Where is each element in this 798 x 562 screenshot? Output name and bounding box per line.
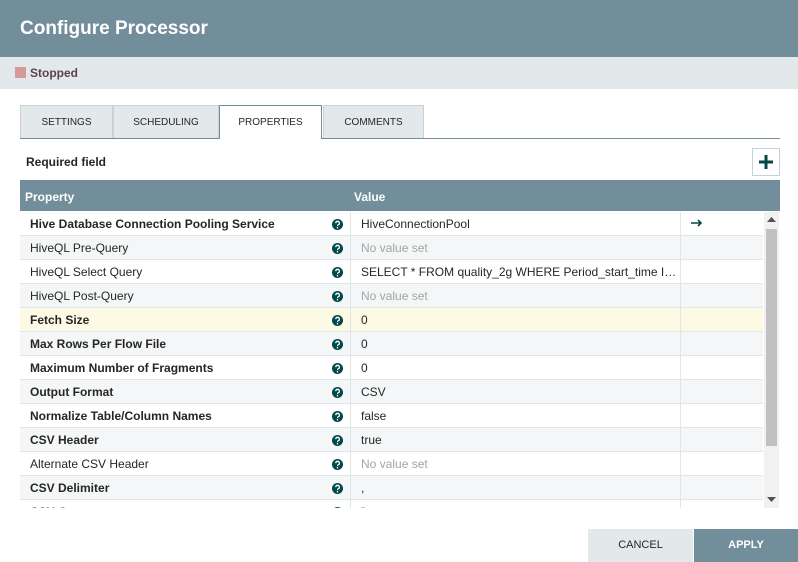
divider (350, 212, 351, 236)
header: Configure Processor (0, 0, 798, 57)
scrollbar (764, 212, 779, 508)
property-name: Hive Database Connection Pooling Service (30, 217, 275, 231)
divider (680, 500, 681, 508)
property-name: Max Rows Per Flow File (30, 337, 167, 351)
divider (350, 308, 351, 332)
divider (680, 284, 681, 308)
title: Configure Processor (20, 18, 208, 39)
property-value[interactable]: CSV (361, 385, 386, 399)
property-row[interactable]: Output Format CSV (20, 380, 763, 404)
help-icon[interactable] (332, 411, 343, 422)
add-button[interactable] (752, 148, 780, 176)
divider (350, 284, 351, 308)
property-value[interactable]: 0 (361, 361, 368, 375)
property-value[interactable]: No value set (361, 289, 428, 303)
help-icon[interactable] (332, 291, 343, 302)
property-row[interactable]: CSV Quote " (20, 500, 763, 508)
divider (680, 236, 681, 260)
property-row[interactable]: Fetch Size 0 (20, 308, 763, 332)
status: Stopped (30, 66, 78, 80)
divider (680, 308, 681, 332)
help-icon[interactable] (332, 435, 343, 446)
apply-button[interactable]: APPLY (694, 529, 798, 562)
property-row[interactable]: CSV Delimiter, (20, 476, 763, 500)
required-label: Required field (26, 155, 107, 169)
property-value[interactable]: No value set (361, 241, 428, 255)
property-value[interactable]: HiveConnectionPool (361, 217, 470, 231)
rows: Hive Database Connection Pooling Service… (20, 212, 763, 508)
help-icon[interactable] (332, 267, 343, 278)
property-row[interactable]: Maximum Number of Fragments 0 (20, 356, 763, 380)
property-name: HiveQL Select Query (30, 265, 143, 279)
property-name: Output Format (30, 385, 114, 399)
property-value[interactable]: No value set (361, 457, 428, 471)
help-icon[interactable] (332, 363, 343, 374)
tabs: SETTINGS SCHEDULING PROPERTIES COMMENTS (20, 105, 780, 139)
property-row[interactable]: HiveQL Pre-Query No value set (20, 236, 763, 260)
help-icon[interactable] (332, 315, 343, 326)
help-icon[interactable] (332, 507, 343, 508)
help-icon[interactable] (332, 483, 343, 494)
status-icon (15, 67, 26, 78)
status-bar: Stopped (0, 57, 798, 89)
divider (680, 212, 681, 236)
property-name: Maximum Number of Fragments (30, 361, 214, 375)
divider (680, 404, 681, 428)
divider (680, 452, 681, 476)
property-name: HiveQL Pre-Query (30, 241, 129, 255)
divider (680, 380, 681, 404)
divider (350, 380, 351, 404)
help-icon[interactable] (332, 243, 343, 254)
divider (350, 428, 351, 452)
property-row[interactable]: CSV Header true (20, 428, 763, 452)
property-row[interactable]: Normalize Table/Column Names false (20, 404, 763, 428)
property-value[interactable]: true (361, 433, 382, 447)
property-value[interactable]: 0 (361, 313, 368, 327)
property-value[interactable]: " (361, 505, 679, 508)
property-value[interactable]: 0 (361, 337, 368, 351)
property-value[interactable]: , (361, 481, 365, 495)
property-name: Normalize Table/Column Names (30, 409, 212, 423)
property-row[interactable]: HiveQL Post-Query No value set (20, 284, 763, 308)
divider (680, 476, 681, 500)
cancel-button[interactable]: CANCEL (588, 529, 693, 562)
divider (680, 428, 681, 452)
goto-arrow[interactable] (690, 218, 704, 228)
help-icon[interactable] (332, 219, 343, 230)
tab[interactable]: SCHEDULING (113, 105, 219, 138)
tab[interactable]: COMMENTS (323, 105, 424, 138)
column-header: Value (354, 190, 386, 204)
property-name: CSV Header (30, 433, 99, 447)
divider (680, 332, 681, 356)
tab[interactable]: SETTINGS (20, 105, 113, 138)
tab[interactable]: PROPERTIES (219, 105, 322, 139)
divider (350, 500, 351, 508)
property-name: CSV Delimiter (30, 481, 110, 495)
property-row[interactable]: Max Rows Per Flow File 0 (20, 332, 763, 356)
divider (680, 260, 681, 284)
divider (350, 260, 351, 284)
table-header: Property Value (20, 180, 780, 211)
column-header: Property (25, 190, 75, 204)
divider (350, 476, 351, 500)
property-value[interactable]: SELECT * FROM quality_2g WHERE Period_st… (361, 265, 679, 279)
property-name: HiveQL Post-Query (30, 289, 134, 303)
property-name: Alternate CSV Header (30, 457, 149, 471)
divider (350, 404, 351, 428)
divider (680, 356, 681, 380)
property-value[interactable]: false (361, 409, 387, 423)
help-icon[interactable] (332, 339, 343, 350)
divider (350, 356, 351, 380)
property-row[interactable]: HiveQL Select Query SELECT * FROM quality… (20, 260, 763, 284)
help-icon[interactable] (332, 387, 343, 398)
divider (350, 332, 351, 356)
divider (350, 452, 351, 476)
help-icon[interactable] (332, 459, 343, 470)
property-row[interactable]: Alternate CSV Header No value set (20, 452, 763, 476)
property-name: CSV Quote (30, 505, 93, 508)
property-row[interactable]: Hive Database Connection Pooling Service… (20, 212, 763, 236)
property-name: Fetch Size (30, 313, 90, 327)
divider (350, 236, 351, 260)
